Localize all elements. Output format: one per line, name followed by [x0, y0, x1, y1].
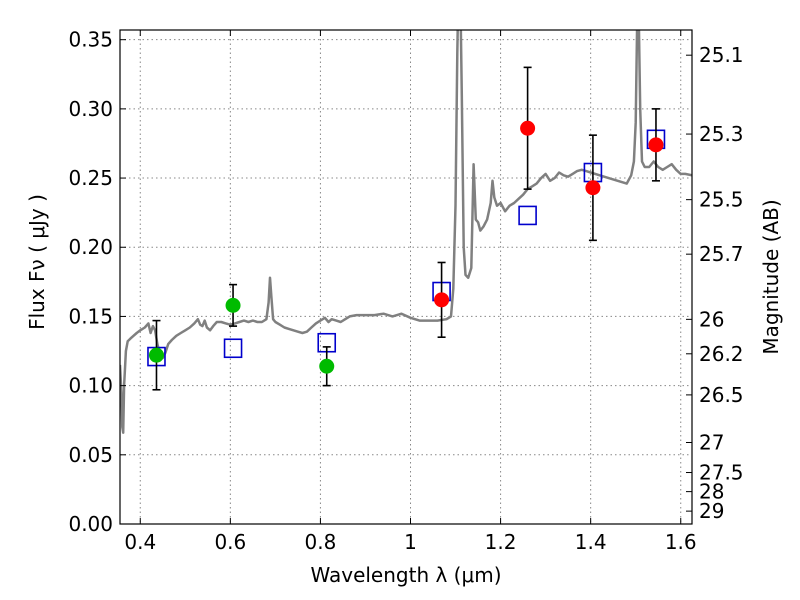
y2-axis-label: Magnitude (AB) [759, 199, 783, 354]
y2-tick-label: 26.2 [699, 342, 744, 366]
model-photometry-box [518, 205, 537, 226]
y2-tick-label: 25.1 [699, 43, 744, 67]
green-data-point [148, 347, 164, 363]
y-tick-label: 0.05 [68, 443, 113, 467]
y2-tick-label: 29 [699, 499, 724, 523]
y-tick-label: 0.15 [68, 304, 113, 328]
x-axis-label: Wavelength λ (μm) [310, 563, 501, 587]
x-tick-label: 1.6 [665, 530, 697, 554]
y2-tick-label: 27.5 [699, 461, 744, 485]
y-axis-label: Flux Fν ( μJy ) [25, 194, 49, 330]
x-tick-label: 1.2 [485, 530, 517, 554]
x-tick-label: 0.8 [305, 530, 337, 554]
red-data-point [585, 180, 601, 196]
red-data-point [648, 137, 664, 153]
y-tick-label: 0.00 [68, 512, 113, 536]
x-tick-label: 1 [404, 530, 417, 554]
green-data-point [225, 297, 241, 313]
red-data-point [434, 292, 450, 308]
y-tick-label: 0.30 [68, 97, 113, 121]
model-photometry-box [223, 338, 243, 359]
y-tick-label: 0.10 [68, 374, 113, 398]
y-tick-label: 0.25 [68, 166, 113, 190]
y2-tick-label: 28 [699, 480, 724, 504]
y-tick-label: 0.35 [68, 28, 113, 52]
plot-frame [119, 29, 693, 525]
y2-tick-label: 27 [699, 430, 724, 454]
axes: 0.4 0.6 0.8 1 1.2 1.4 1.6 0.00 0.05 0.10 0.15 0.20 0… [68, 28, 743, 554]
y2-tick-label: 25.5 [699, 188, 744, 212]
y2-tick-label: 26 [699, 307, 724, 331]
x-tick-label: 0.4 [124, 530, 156, 554]
y2-tick-label: 25.7 [699, 242, 744, 266]
y-axis-label-text: Flux Fν ( μJy ) [25, 194, 49, 330]
x-tick-label: 1.4 [575, 530, 607, 554]
grid [120, 30, 692, 525]
x-tick-label: 0.6 [214, 530, 246, 554]
x-axis-label-text: Wavelength λ (μm) [310, 563, 501, 587]
model-spectrum-line [120, 30, 692, 434]
y2-tick-label: 26.5 [699, 383, 744, 407]
y2-tick-label: 25.3 [699, 122, 744, 146]
plot-area [120, 30, 692, 434]
red-data-point [520, 120, 536, 136]
y-tick-label: 0.20 [68, 235, 113, 259]
green-data-point [319, 358, 335, 374]
